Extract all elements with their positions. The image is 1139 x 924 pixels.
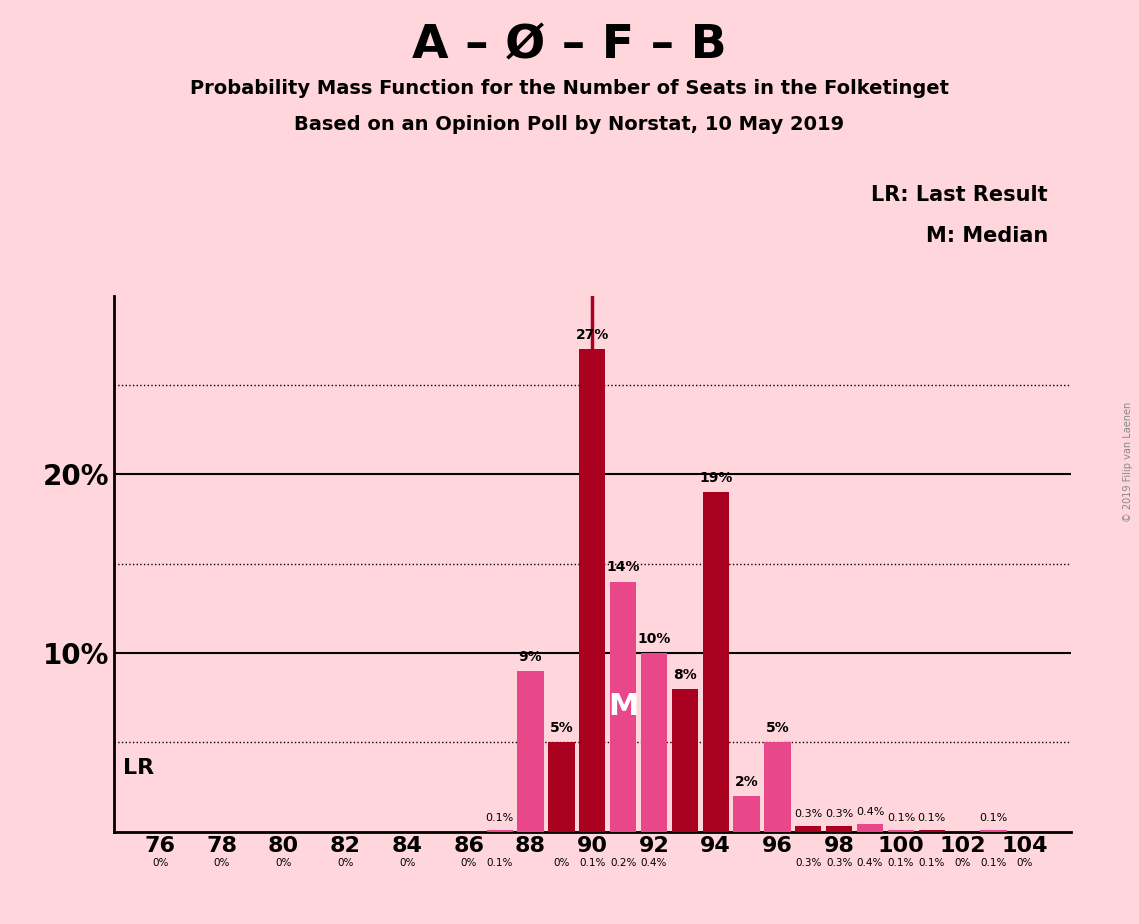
Text: 0.3%: 0.3% <box>825 809 853 819</box>
Text: M: M <box>608 692 638 721</box>
Text: 0%: 0% <box>337 858 353 869</box>
Bar <box>857 824 883 832</box>
Text: 0.1%: 0.1% <box>887 813 915 822</box>
Text: 0.1%: 0.1% <box>486 858 513 869</box>
Bar <box>548 742 574 832</box>
Bar <box>672 688 698 832</box>
Bar <box>981 830 1007 832</box>
Bar <box>641 653 667 832</box>
Text: Probability Mass Function for the Number of Seats in the Folketinget: Probability Mass Function for the Number… <box>190 79 949 98</box>
Text: 0%: 0% <box>151 858 169 869</box>
Bar <box>611 581 637 832</box>
Text: 0.1%: 0.1% <box>579 858 606 869</box>
Text: 0.4%: 0.4% <box>855 808 884 818</box>
Text: 27%: 27% <box>575 328 609 342</box>
Text: 0.1%: 0.1% <box>918 858 945 869</box>
Text: 0%: 0% <box>399 858 416 869</box>
Bar <box>826 826 852 832</box>
Bar <box>486 830 513 832</box>
Text: 8%: 8% <box>673 667 697 682</box>
Text: 14%: 14% <box>606 560 640 575</box>
Text: LR: LR <box>123 759 154 778</box>
Text: 2%: 2% <box>735 774 759 789</box>
Text: 0.4%: 0.4% <box>857 858 883 869</box>
Text: 0%: 0% <box>554 858 570 869</box>
Text: 0.1%: 0.1% <box>485 813 514 822</box>
Bar <box>764 742 790 832</box>
Text: 0%: 0% <box>1016 858 1033 869</box>
Bar <box>887 830 913 832</box>
Text: 5%: 5% <box>549 721 573 736</box>
Text: 5%: 5% <box>765 721 789 736</box>
Text: 0%: 0% <box>954 858 970 869</box>
Text: 0.1%: 0.1% <box>981 858 1007 869</box>
Text: 0.4%: 0.4% <box>641 858 667 869</box>
Text: 0.1%: 0.1% <box>980 813 1008 822</box>
Text: 0.3%: 0.3% <box>826 858 852 869</box>
Bar <box>919 830 945 832</box>
Text: Based on an Opinion Poll by Norstat, 10 May 2019: Based on an Opinion Poll by Norstat, 10 … <box>295 116 844 135</box>
Bar <box>517 671 543 832</box>
Text: 0.2%: 0.2% <box>611 858 637 869</box>
Bar <box>795 826 821 832</box>
Text: A – Ø – F – B: A – Ø – F – B <box>412 23 727 68</box>
Text: M: Median: M: Median <box>926 226 1048 247</box>
Text: 0.3%: 0.3% <box>795 858 821 869</box>
Text: 10%: 10% <box>638 632 671 646</box>
Bar <box>703 492 729 832</box>
Text: 0.1%: 0.1% <box>887 858 915 869</box>
Bar <box>734 796 760 832</box>
Text: LR: Last Result: LR: Last Result <box>871 185 1048 205</box>
Text: 0.1%: 0.1% <box>918 813 945 822</box>
Text: 0%: 0% <box>460 858 477 869</box>
Text: 19%: 19% <box>699 471 732 485</box>
Text: 9%: 9% <box>518 650 542 663</box>
Text: 0.3%: 0.3% <box>794 809 822 819</box>
Text: 0%: 0% <box>214 858 230 869</box>
Bar <box>579 349 606 832</box>
Text: 0%: 0% <box>276 858 292 869</box>
Text: © 2019 Filip van Laenen: © 2019 Filip van Laenen <box>1123 402 1133 522</box>
